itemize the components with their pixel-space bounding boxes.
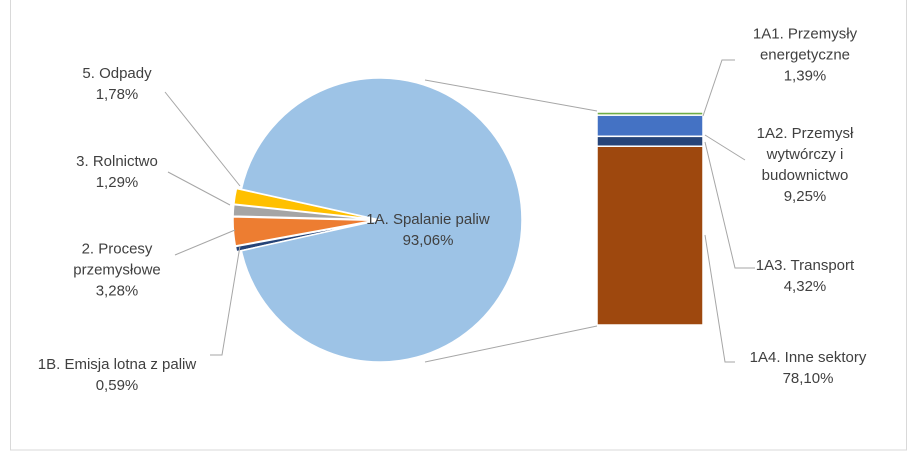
data-label: 1A1. Przemysły energetyczne 1,39% xyxy=(735,24,875,87)
leader-line xyxy=(167,171,231,206)
label-name: 1A1. Przemysły energetyczne xyxy=(752,25,858,64)
data-label: 3. Rolnictwo 1,29% xyxy=(57,151,177,193)
connector-line xyxy=(424,325,598,363)
leader-line xyxy=(210,245,241,356)
data-label: 1A4. Inne sektory 78,10% xyxy=(728,347,888,389)
connector-line xyxy=(424,79,598,112)
data-label: 1A2. Przemysł wytwórczy i budownictwo 9,2… xyxy=(740,123,870,207)
label-name: 1B. Emisja lotna z paliw xyxy=(37,356,197,373)
label-name: 1A2. Przemysł wytwórczy i budownictwo xyxy=(756,125,854,184)
leader-line xyxy=(704,134,746,161)
label-value: 78,10% xyxy=(782,370,834,387)
leader-line xyxy=(164,91,241,187)
leader-lines xyxy=(164,59,755,363)
label-name: 5. Odpady xyxy=(82,65,152,82)
leader-line xyxy=(702,59,735,117)
label-name: 1A. Spalanie paliw xyxy=(366,211,490,228)
chart-border xyxy=(10,0,907,451)
data-label: 1A. Spalanie paliw 93,06% xyxy=(363,209,493,251)
leader-line xyxy=(704,234,735,363)
label-value: 93,06% xyxy=(402,232,454,249)
label-value: 1,78% xyxy=(95,86,139,103)
leader-line xyxy=(704,141,755,269)
data-label: 5. Odpady 1,78% xyxy=(57,63,177,105)
label-name: 1A3. Transport xyxy=(755,257,855,274)
bar-segment xyxy=(596,145,704,326)
label-value: 4,32% xyxy=(783,278,827,295)
bar-segment xyxy=(596,135,704,147)
label-name: 1A4. Inne sektory xyxy=(749,349,867,366)
data-label: 1B. Emisja lotna z paliw 0,59% xyxy=(37,354,197,396)
label-value: 1,29% xyxy=(95,174,139,191)
data-label: 2. Procesy przemysłowe 3,28% xyxy=(62,239,172,302)
data-label: 1A3. Transport 4,32% xyxy=(735,255,875,297)
pie-slice xyxy=(240,77,523,363)
leader-line xyxy=(174,229,236,256)
bar-segment xyxy=(596,114,704,138)
label-name: 3. Rolnictwo xyxy=(76,153,158,170)
label-value: 0,59% xyxy=(95,377,139,394)
label-value: 3,28% xyxy=(95,282,139,300)
label-value: 9,25% xyxy=(783,188,827,205)
label-name: 2. Procesy przemysłowe xyxy=(73,240,161,279)
label-value: 1,39% xyxy=(783,67,827,85)
